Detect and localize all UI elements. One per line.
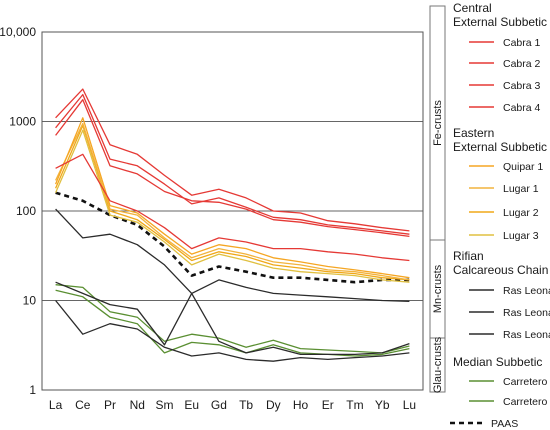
- x-tick-label: Dy: [266, 398, 281, 412]
- legend-label-lugar1: Lugar 1: [503, 183, 539, 195]
- series-line-rasleona3: [55, 300, 410, 362]
- legend-label-quipar1: Quipar 1: [503, 161, 543, 173]
- plot-frame: [41, 31, 424, 391]
- x-tick-label: Lu: [403, 398, 416, 412]
- y-axis-tick-labels: 1 10 100 1000 10,000: [0, 25, 36, 397]
- x-tick-label: Ce: [75, 398, 91, 412]
- y-tick-label: 1000: [9, 115, 36, 129]
- series-line-cabra1: [55, 88, 410, 232]
- x-tick-label: Eu: [184, 398, 199, 412]
- legend-group-title-central-external-subbetic: External Subbetic: [453, 15, 547, 29]
- legend-label-cabra3: Cabra 3: [503, 80, 541, 92]
- series-line-quipar1: [54, 117, 410, 279]
- x-tick-label: Gd: [211, 398, 227, 412]
- series-line-cabra4: [55, 153, 410, 262]
- legend-label-cabra2: Cabra 2: [503, 58, 541, 70]
- legend-label-lugar2: Lugar 2: [503, 207, 539, 219]
- legend-group-title-central-external-subbetic: Central: [453, 1, 492, 15]
- series-lines: [54, 88, 410, 362]
- legend-label-rasleona3: Ras Leona 3: [503, 329, 550, 341]
- legend-label-carretero2: Carretero 2: [503, 396, 550, 408]
- legend-label-rasleona2: Ras Leona 2: [503, 307, 550, 319]
- legend-label-rasleona1: Ras Leona 1: [503, 285, 550, 297]
- legend-group-title-eastern-external-subbetic: Eastern: [453, 126, 494, 140]
- y-tick-label: 100: [16, 204, 36, 218]
- x-tick-label: Pr: [104, 398, 116, 412]
- y-tick-label: 1: [29, 383, 36, 397]
- x-tick-label: Ho: [293, 398, 309, 412]
- bracket-label-fe-crusts: Fe-crusts: [432, 100, 444, 146]
- series-line-rasleona1: [55, 208, 410, 302]
- legend-label-paas: PAAS: [491, 418, 518, 430]
- legend-label-carretero1: Carretero 1: [503, 376, 550, 388]
- legend-group-title-rifian-calcareous-chain: Rifian: [453, 249, 484, 263]
- crust-type-brackets: Fe-crusts Mn-crusts Glau-crusts: [429, 5, 446, 393]
- legend-label-cabra1: Cabra 1: [503, 37, 541, 49]
- x-tick-label: Nd: [130, 398, 145, 412]
- x-tick-label: Yb: [375, 398, 390, 412]
- series-line-lugar1: [55, 122, 410, 281]
- legend-label-lugar3: Lugar 3: [503, 230, 539, 242]
- series-line-lugar3: [55, 129, 410, 283]
- x-tick-label: Tb: [239, 398, 253, 412]
- legend-label-cabra4: Cabra 4: [503, 102, 541, 114]
- x-tick-label: La: [49, 398, 63, 412]
- legend-group-title-eastern-external-subbetic: External Subbetic: [453, 140, 547, 154]
- bracket-label-glau-crusts: Glau-crusts: [432, 336, 444, 393]
- bracket-box-glau-crusts: [429, 337, 446, 393]
- series-line-carretero1: [55, 284, 410, 354]
- y-tick-label: 10,000: [0, 25, 36, 39]
- series-line-rasleona2: [55, 281, 410, 356]
- horizontal-gridlines: [42, 121, 423, 301]
- legend-group-title-rifian-calcareous-chain: Calcareous Chain: [453, 263, 548, 277]
- x-tick-label: Er: [322, 398, 334, 412]
- x-axis-tick-labels: La Ce Pr Nd Sm Eu Gd Tb Dy Ho Er Tm Yb Lu: [49, 398, 416, 412]
- x-tick-label: Sm: [155, 398, 173, 412]
- series-line-lugar2: [55, 124, 410, 281]
- series-line-cabra2: [55, 93, 410, 235]
- bracket-label-mn-crusts: Mn-crusts: [432, 264, 444, 313]
- x-tick-label: Tm: [346, 398, 363, 412]
- series-line-cabra3: [55, 99, 410, 238]
- series-line-carretero2: [55, 289, 410, 357]
- legend-group-title-median-subbetic: Median Subbetic: [453, 355, 542, 369]
- y-tick-label: 10: [23, 294, 37, 308]
